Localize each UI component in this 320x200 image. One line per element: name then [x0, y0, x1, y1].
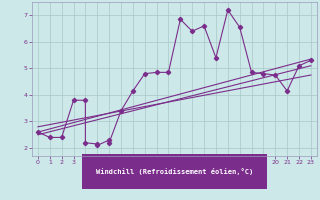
- X-axis label: Windchill (Refroidissement éolien,°C): Windchill (Refroidissement éolien,°C): [96, 168, 253, 175]
